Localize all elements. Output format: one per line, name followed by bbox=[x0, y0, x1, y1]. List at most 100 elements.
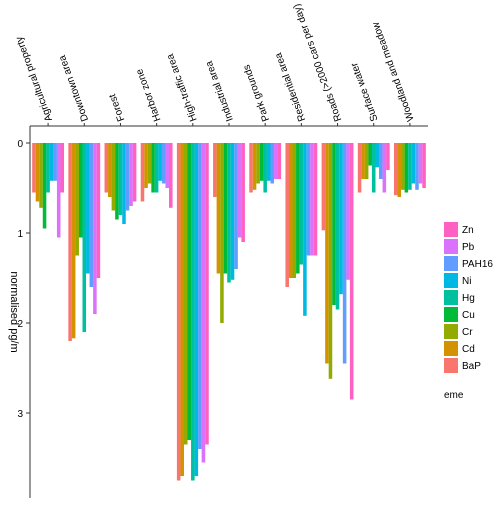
legend-key-cd bbox=[444, 341, 458, 356]
bar-hg-6 bbox=[263, 143, 267, 193]
bar-cr-5 bbox=[220, 143, 224, 323]
legend-key-cr bbox=[444, 324, 458, 339]
legend-key-ni bbox=[444, 273, 458, 288]
axes-layer: 0 1 2 3 bbox=[17, 123, 428, 498]
bar-hg-5 bbox=[227, 143, 231, 283]
bar-pb-2 bbox=[129, 143, 133, 206]
bar-pah16-0 bbox=[53, 143, 57, 181]
bar-zn-6 bbox=[277, 143, 282, 179]
bar-cu-10 bbox=[404, 143, 409, 193]
bar-pb-0 bbox=[56, 143, 61, 238]
bar-cd-3 bbox=[144, 143, 148, 188]
bar-cu-7 bbox=[296, 143, 300, 274]
bar-ni-8 bbox=[339, 143, 343, 295]
bar-hg-9 bbox=[371, 143, 376, 193]
bar-bap-6 bbox=[249, 143, 253, 193]
bar-cd-4 bbox=[180, 143, 184, 476]
bar-ni-7 bbox=[303, 143, 307, 316]
bar-ni-10 bbox=[411, 143, 416, 184]
bar-ni-5 bbox=[230, 143, 235, 280]
bar-cd-0 bbox=[35, 143, 40, 202]
bar-zn-2 bbox=[132, 143, 137, 202]
legend-key-pah16 bbox=[444, 256, 458, 271]
bar-cr-1 bbox=[75, 143, 79, 256]
bar-cd-6 bbox=[252, 143, 257, 190]
y-tick-label: 2 bbox=[17, 319, 23, 330]
bar-pah16-6 bbox=[270, 143, 275, 184]
bar-pah16-4 bbox=[198, 143, 202, 449]
bar-cu-6 bbox=[259, 143, 264, 181]
bar-bap-9 bbox=[357, 143, 362, 193]
category-label: Surface water bbox=[349, 60, 381, 122]
bar-zn-7 bbox=[313, 143, 318, 256]
bar-pb-7 bbox=[310, 143, 314, 256]
bar-ni-0 bbox=[49, 143, 54, 181]
bar-cd-2 bbox=[108, 143, 112, 197]
bar-cu-5 bbox=[223, 143, 228, 274]
bar-bap-0 bbox=[32, 143, 36, 193]
bar-zn-5 bbox=[241, 143, 245, 242]
legend: eme BaP Cd Cr Cu Hg Ni PAH16 Pb Zn bbox=[444, 222, 493, 401]
legend-label: PAH16 bbox=[462, 259, 493, 270]
bar-pb-1 bbox=[93, 143, 97, 314]
category-label: Park grounds bbox=[241, 63, 272, 123]
bar-cu-9 bbox=[368, 143, 372, 166]
bar-ni-2 bbox=[122, 143, 126, 224]
bar-cr-2 bbox=[111, 143, 116, 211]
bar-cd-9 bbox=[361, 143, 365, 179]
bar-cu-1 bbox=[78, 143, 83, 238]
bars-layer bbox=[32, 143, 426, 481]
bar-cu-3 bbox=[151, 143, 155, 193]
bar-hg-8 bbox=[335, 143, 340, 310]
bar-zn-10 bbox=[422, 143, 426, 188]
bar-ni-9 bbox=[375, 143, 380, 168]
bar-pb-6 bbox=[274, 143, 278, 179]
bar-ni-6 bbox=[266, 143, 271, 181]
category-label: Residential area bbox=[273, 51, 308, 123]
bar-pah16-9 bbox=[379, 143, 383, 179]
bar-hg-7 bbox=[299, 143, 304, 265]
category-label: Downtown area bbox=[57, 53, 91, 122]
bar-bap-1 bbox=[68, 143, 72, 341]
bar-zn-9 bbox=[386, 143, 390, 170]
category-label: Forest bbox=[107, 92, 127, 123]
category-labels: Agricultural property Downtown area Forest… bbox=[14, 2, 417, 123]
legend-label: BaP bbox=[462, 361, 481, 372]
legend-label: Cr bbox=[462, 327, 473, 338]
y-tick-label: 1 bbox=[17, 229, 23, 240]
bar-bap-3 bbox=[140, 143, 145, 202]
bar-pb-4 bbox=[201, 143, 206, 463]
legend-label: Ni bbox=[462, 276, 471, 287]
category-label: Woodland and meadow bbox=[370, 20, 416, 123]
y-tick-label: 0 bbox=[17, 139, 23, 150]
bar-pah16-3 bbox=[161, 143, 166, 184]
category-label: Industrial area bbox=[204, 59, 236, 123]
legend-key-hg bbox=[444, 290, 458, 305]
bar-cu-0 bbox=[42, 143, 47, 229]
bar-cr-8 bbox=[328, 143, 333, 379]
legend-key-pb bbox=[444, 239, 458, 254]
bar-hg-2 bbox=[118, 143, 123, 215]
bar-pah16-7 bbox=[306, 143, 311, 256]
bar-cd-8 bbox=[325, 143, 329, 364]
bar-pah16-8 bbox=[342, 143, 347, 364]
bar-cr-9 bbox=[364, 143, 369, 179]
legend-label: Cu bbox=[462, 310, 475, 321]
bar-hg-4 bbox=[191, 143, 195, 481]
bar-cu-2 bbox=[115, 143, 119, 220]
bar-ni-3 bbox=[158, 143, 162, 181]
bar-pah16-2 bbox=[125, 143, 130, 211]
bar-cr-6 bbox=[256, 143, 260, 184]
bar-pah16-1 bbox=[89, 143, 94, 287]
bar-zn-8 bbox=[349, 143, 354, 400]
bar-cr-10 bbox=[401, 143, 405, 190]
legend-label: Zn bbox=[462, 225, 474, 236]
category-label: Agricultural property bbox=[14, 35, 55, 123]
bar-zn-4 bbox=[205, 143, 209, 445]
bar-pb-10 bbox=[418, 143, 423, 184]
bar-pb-5 bbox=[237, 143, 242, 238]
legend-key-zn bbox=[444, 222, 458, 237]
bar-cr-7 bbox=[292, 143, 297, 278]
